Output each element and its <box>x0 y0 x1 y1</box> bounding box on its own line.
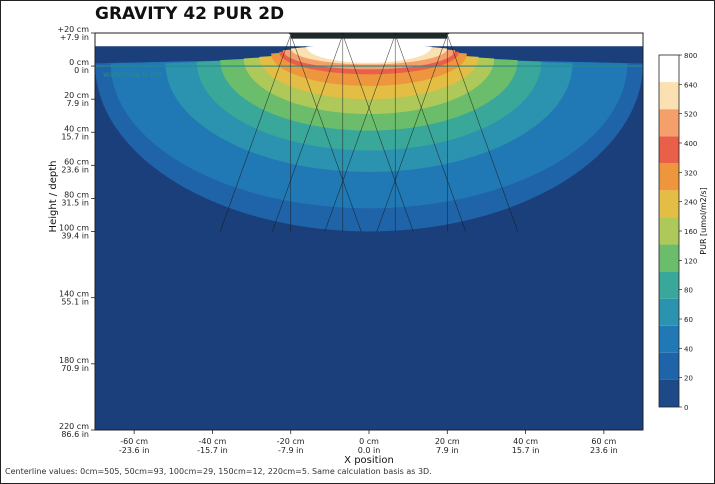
colorbar-tick-label: 400 <box>684 140 697 148</box>
y-tick-label: 23.6 in <box>61 165 89 174</box>
colorbar-swatch <box>659 298 679 326</box>
x-tick-label: 23.6 in <box>590 446 618 455</box>
colorbar-swatch <box>659 379 679 407</box>
colorbar-swatch <box>659 109 679 137</box>
y-axis-label: Height / depth <box>48 161 59 233</box>
x-axis-label: X position <box>344 455 394 466</box>
colorbar-swatch <box>659 190 679 218</box>
colorbar-tick-label: 520 <box>684 111 697 119</box>
colorbar-tick-label: 800 <box>684 52 697 60</box>
colorbar-swatch <box>659 163 679 191</box>
y-tick-label: +20 cm <box>57 25 89 34</box>
colorbar-swatch <box>659 136 679 164</box>
colorbar-label: PUR [umol/m2/s] <box>699 187 708 254</box>
light-beam <box>290 34 362 232</box>
air-region <box>95 33 643 47</box>
y-tick-label: 0 in <box>74 66 89 75</box>
y-tick-label: 20 cm <box>64 91 89 100</box>
colorbar-swatch <box>659 352 679 380</box>
colorbar-tick-label: 160 <box>684 228 697 236</box>
colorbar-tick-label: 320 <box>684 169 697 177</box>
x-tick-label: -7.9 in <box>278 446 303 455</box>
y-tick-label: 80 cm <box>64 190 89 199</box>
x-tick-label: -40 cm <box>199 437 227 446</box>
x-tick-label: 40 cm <box>513 437 538 446</box>
colorbar-tick-label: 80 <box>684 287 693 295</box>
colorbar-tick-label: 0 <box>684 404 688 412</box>
light-beam <box>272 34 344 232</box>
y-tick-label: 60 cm <box>64 157 89 166</box>
waterline-label: waterline 0 cm <box>103 70 163 79</box>
colorbar-swatch <box>659 271 679 299</box>
x-tick-label: -60 cm <box>120 437 148 446</box>
chart-title: GRAVITY 42 PUR 2D <box>95 4 285 24</box>
colorbar-swatch <box>659 217 679 245</box>
contour-band-800 <box>306 42 432 63</box>
contour-group: waterline 0 cm <box>95 33 643 232</box>
light-bar <box>290 33 448 39</box>
x-tick-label: 20 cm <box>435 437 460 446</box>
colorbar: 0 20 40 60 80 120 160 240 320 400 520 640 800 PUR [um… <box>658 52 708 412</box>
light-beam <box>376 34 448 232</box>
x-tick-label: 7.9 in <box>436 446 459 455</box>
x-tick-label: -15.7 in <box>197 446 228 455</box>
light-beam <box>324 34 396 232</box>
light-beam <box>342 34 414 232</box>
y-tick-label: 40 cm <box>64 124 89 133</box>
x-tick-label: 0.0 in <box>358 446 381 455</box>
colorbar-tick-label: 20 <box>684 375 693 383</box>
y-tick-label: 0 cm <box>69 58 89 67</box>
x-tick-label: 60 cm <box>591 437 616 446</box>
colorbar-swatch <box>659 325 679 353</box>
y-tick-label: 31.5 in <box>61 198 89 207</box>
y-tick-label: +7.9 in <box>60 33 89 42</box>
x-tick-label: 15.7 in <box>512 446 540 455</box>
light-beam <box>219 34 291 232</box>
colorbar-tick-label: 60 <box>684 316 693 324</box>
y-tick-label: 15.7 in <box>61 132 89 141</box>
y-tick-label: 140 cm <box>59 290 89 299</box>
light-beam <box>394 34 466 232</box>
plot-area: waterline 0 cm <box>95 33 643 430</box>
x-tick-label: -20 cm <box>277 437 305 446</box>
x-tick-label: 0 cm <box>359 437 379 446</box>
colorbar-tick-label: 120 <box>684 257 697 265</box>
y-tick-label: 70.9 in <box>61 364 89 373</box>
colorbar-swatch <box>659 82 679 110</box>
light-beam <box>447 34 519 232</box>
y-tick-label: 7.9 in <box>66 99 89 108</box>
x-tick-label: -23.6 in <box>119 446 150 455</box>
colorbar-tick-label: 640 <box>684 81 697 89</box>
colorbar-tick-label: 40 <box>684 345 693 353</box>
y-tick-label: 220 cm <box>59 422 89 431</box>
colorbar-swatch <box>659 55 679 83</box>
y-tick-label: 86.6 in <box>61 430 89 439</box>
axes: -60 cm-23.6 in -40 cm-15.7 in -20 cm-7.9 i… <box>48 25 644 466</box>
colorbar-swatch <box>659 244 679 272</box>
y-tick-label: 55.1 in <box>61 298 89 307</box>
y-tick-label: 100 cm <box>59 224 89 233</box>
centerline-note: Centerline values: 0cm=505, 50cm=93, 100… <box>5 467 432 476</box>
colorbar-tick-label: 240 <box>684 199 697 207</box>
y-tick-label: 180 cm <box>59 356 89 365</box>
y-tick-label: 39.4 in <box>61 232 89 241</box>
